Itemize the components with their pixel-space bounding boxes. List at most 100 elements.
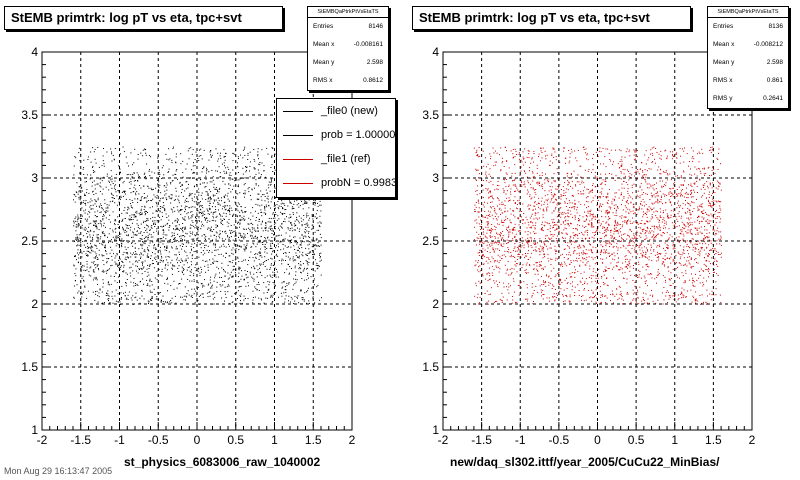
scatter-point [502, 221, 504, 223]
scatter-point [591, 171, 592, 173]
scatter-point [175, 302, 177, 304]
scatter-point [104, 211, 106, 212]
scatter-point [518, 253, 520, 255]
scatter-point [124, 190, 126, 192]
scatter-point [271, 277, 273, 278]
scatter-point [273, 205, 275, 207]
scatter-point [253, 267, 255, 269]
scatter-point [280, 211, 282, 213]
scatter-point [155, 256, 157, 258]
scatter-point [195, 250, 197, 252]
scatter-point [536, 181, 538, 183]
scatter-point [609, 256, 610, 257]
scatter-point [81, 224, 83, 226]
scatter-point [130, 203, 131, 205]
scatter-point [179, 181, 181, 183]
scatter-point [175, 187, 177, 189]
scatter-point [518, 230, 520, 232]
scatter-point [705, 220, 707, 222]
scatter-point [668, 238, 670, 240]
scatter-point [307, 244, 309, 246]
scatter-point [213, 243, 215, 245]
scatter-point [120, 297, 122, 298]
scatter-point [271, 233, 273, 234]
scatter-point [707, 254, 709, 256]
stats-row: RMS x 0.8612 [308, 72, 388, 90]
scatter-point [281, 200, 283, 202]
scatter-point [243, 236, 245, 238]
scatter-point [239, 280, 241, 282]
scatter-point [83, 228, 85, 230]
scatter-point [195, 151, 197, 153]
scatter-point [155, 197, 157, 199]
scatter-point [248, 191, 250, 193]
scatter-point [569, 273, 571, 275]
scatter-point [320, 237, 322, 239]
scatter-point [604, 270, 606, 272]
scatter-point [615, 230, 617, 232]
scatter-point [295, 255, 297, 256]
scatter-point [250, 199, 252, 201]
scatter-point [306, 291, 307, 293]
scatter-point [301, 247, 303, 249]
scatter-point [268, 284, 270, 286]
scatter-point [210, 276, 212, 278]
scatter-point [261, 149, 263, 151]
scatter-point [132, 263, 134, 265]
scatter-point [264, 206, 266, 208]
scatter-point [639, 249, 641, 251]
scatter-point [506, 239, 508, 241]
scatter-point [666, 194, 668, 196]
scatter-point [295, 278, 297, 280]
scatter-point [306, 202, 308, 204]
scatter-point [202, 182, 204, 184]
scatter-point [114, 280, 116, 282]
scatter-point [314, 270, 316, 272]
scatter-point [653, 194, 655, 196]
scatter-point [136, 283, 138, 285]
scatter-point [521, 237, 523, 239]
scatter-point [526, 255, 528, 257]
scatter-point [160, 192, 162, 194]
scatter-point [235, 235, 237, 237]
scatter-point [141, 245, 143, 247]
scatter-point [489, 214, 491, 216]
scatter-point [223, 170, 225, 172]
scatter-point [508, 197, 510, 199]
scatter-point [708, 276, 709, 278]
scatter-point [620, 237, 622, 239]
scatter-point [200, 155, 202, 156]
scatter-point [633, 233, 635, 235]
scatter-point [221, 262, 223, 264]
scatter-point [645, 264, 647, 266]
scatter-point [89, 206, 91, 208]
scatter-point [236, 208, 238, 210]
scatter-point [606, 228, 608, 230]
scatter-point [518, 284, 520, 286]
scatter-point [93, 171, 94, 173]
scatter-point [178, 202, 180, 204]
scatter-point [298, 215, 300, 217]
scatter-point [564, 224, 566, 226]
scatter-point [161, 275, 163, 277]
scatter-point [213, 303, 215, 305]
scatter-point [665, 149, 667, 151]
scatter-point [596, 297, 598, 299]
scatter-point [211, 170, 213, 171]
scatter-point [74, 256, 76, 258]
scatter-point [176, 218, 178, 220]
scatter-point [596, 282, 598, 284]
scatter-point [532, 187, 534, 189]
scatter-point [191, 169, 193, 171]
scatter-point [275, 247, 277, 249]
scatter-point [603, 274, 605, 276]
scatter-point [81, 227, 83, 229]
scatter-point [565, 294, 567, 296]
scatter-point [585, 259, 587, 261]
scatter-point [557, 211, 559, 213]
scatter-point [644, 222, 646, 224]
scatter-point [484, 211, 486, 212]
scatter-point [311, 239, 313, 241]
scatter-point [692, 156, 694, 157]
scatter-point [255, 173, 257, 175]
